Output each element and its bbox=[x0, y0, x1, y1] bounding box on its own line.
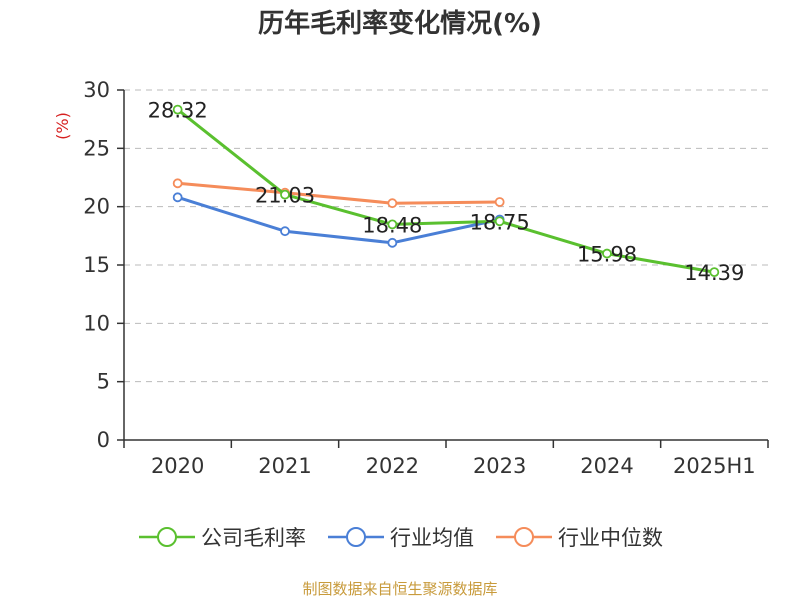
data-point bbox=[387, 219, 398, 230]
legend-marker-icon bbox=[139, 527, 195, 547]
legend-label: 公司毛利率 bbox=[201, 526, 306, 550]
legend-marker-icon bbox=[496, 527, 552, 547]
data-label: 15.98 bbox=[577, 243, 637, 267]
source-note: 制图数据来自恒生聚源数据库 bbox=[302, 580, 498, 598]
legend-circle bbox=[514, 527, 534, 547]
data-label: 28.32 bbox=[148, 99, 208, 123]
data-point bbox=[494, 197, 505, 207]
legend: 公司毛利率 行业均值 行业中位数 bbox=[0, 517, 800, 557]
chart-title: 历年毛利率变化情况(%) bbox=[258, 9, 542, 39]
data-point bbox=[280, 189, 290, 200]
data-point bbox=[494, 216, 505, 227]
series-line-1 bbox=[177, 195, 501, 245]
x-tick-label: 2020 bbox=[151, 454, 204, 478]
legend-item[interactable]: 行业中位数 bbox=[494, 522, 663, 552]
x-tick-label: 2022 bbox=[366, 454, 419, 478]
x-tick-label: 2024 bbox=[580, 454, 633, 478]
data-label: 21.03 bbox=[255, 184, 315, 208]
gridlines bbox=[124, 89, 768, 383]
x-tick-label: 2023 bbox=[473, 454, 526, 478]
legend-marker-icon bbox=[328, 527, 384, 547]
data-point bbox=[172, 178, 183, 189]
y-tick-label: 20 bbox=[83, 195, 110, 219]
x-tick-label: 2025H1 bbox=[673, 454, 756, 478]
legend-label: 行业中位数 bbox=[558, 526, 663, 550]
data-point bbox=[280, 226, 290, 237]
y-tick-label: 30 bbox=[83, 78, 110, 102]
legend-item[interactable]: 公司毛利率 bbox=[137, 522, 306, 552]
data-labels: 28.32 21.03 18.48 18.75 15.98 14.39 bbox=[148, 99, 745, 286]
legend-circle bbox=[157, 527, 177, 547]
x-tick-label: 2021 bbox=[258, 454, 311, 478]
data-point bbox=[709, 267, 720, 278]
y-tick-label: 25 bbox=[83, 136, 110, 160]
data-label: 14.39 bbox=[684, 261, 744, 285]
data-point bbox=[602, 248, 612, 259]
axes: 0 5 10 15 20 25 30 2020 2021 2022 2023 2024 2025H1 (%… bbox=[53, 78, 769, 478]
legend-label: 行业均值 bbox=[390, 526, 474, 550]
data-label: 18.48 bbox=[362, 213, 422, 237]
series-line-0 bbox=[176, 108, 715, 274]
legend-item[interactable]: 行业均值 bbox=[326, 522, 474, 552]
y-tick-label: 5 bbox=[97, 370, 110, 394]
data-point bbox=[387, 237, 398, 248]
y-tick-label: 10 bbox=[83, 311, 110, 335]
data-point bbox=[387, 198, 398, 209]
data-point bbox=[172, 192, 183, 203]
series-line-2 bbox=[177, 181, 500, 205]
series-lines bbox=[172, 104, 720, 278]
data-point bbox=[172, 104, 183, 115]
y-tick-label: 15 bbox=[83, 253, 110, 277]
y-axis-label: (%) bbox=[53, 112, 72, 140]
data-label: 18.75 bbox=[470, 210, 530, 234]
legend-circle bbox=[346, 527, 366, 547]
y-tick-label: 0 bbox=[97, 428, 110, 452]
